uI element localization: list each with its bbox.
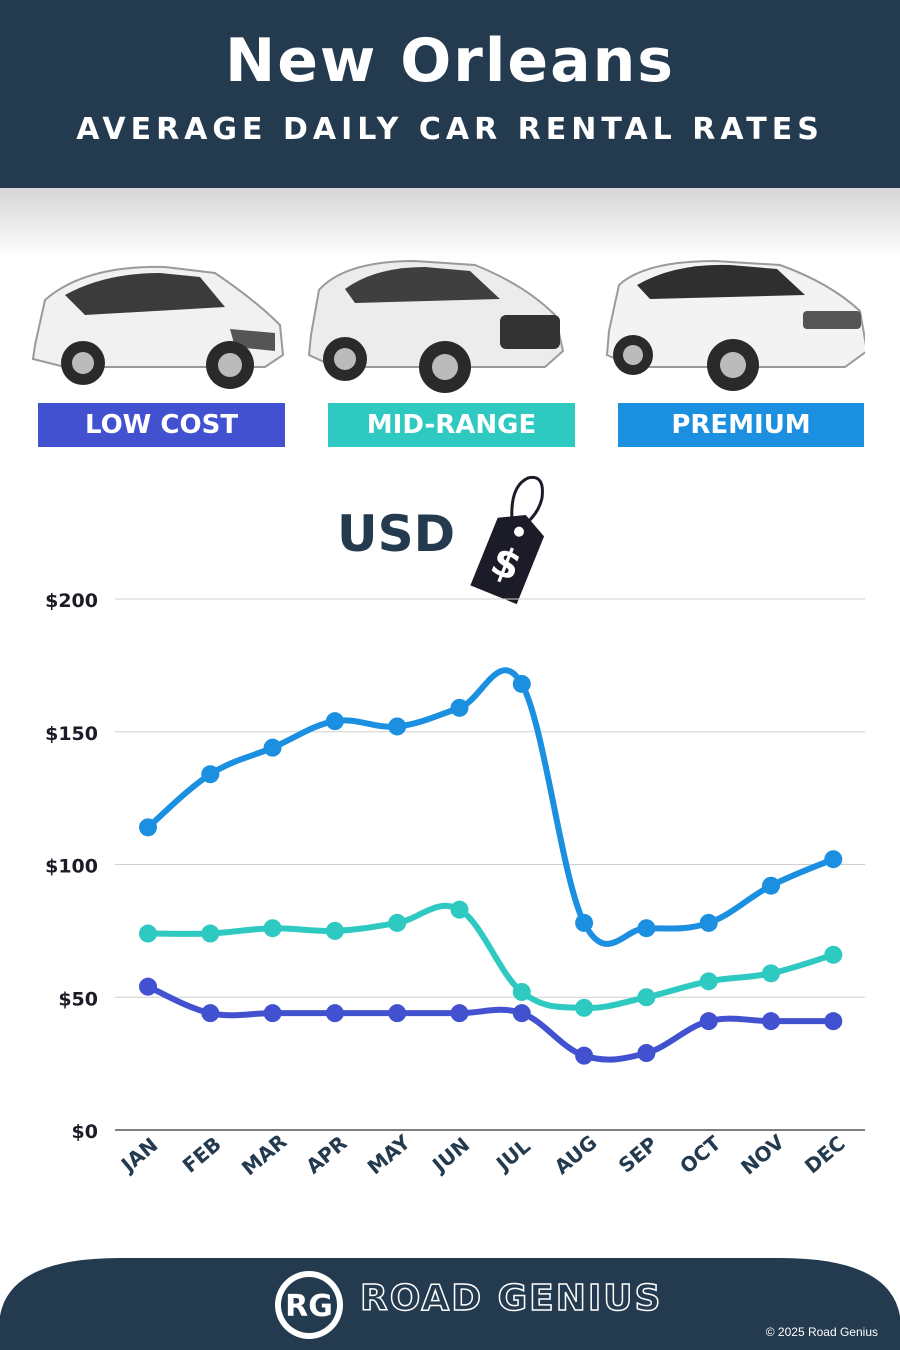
rental-rates-line-chart: $0 $50 $100 $150 $200 JAN FEB MAR APR MAY JUN JUL AU… <box>45 590 865 1180</box>
y-tick-label: $0 <box>72 1121 98 1143</box>
data-point-low-cost <box>201 1004 220 1023</box>
series-line-mid-range <box>145 902 837 1011</box>
data-point-low-cost <box>824 1012 843 1031</box>
data-point-premium <box>139 818 157 837</box>
data-point-mid-range <box>388 913 407 932</box>
data-point-mid-range <box>637 988 656 1007</box>
data-point-premium <box>699 913 718 932</box>
x-tick-label: APR <box>301 1131 351 1179</box>
x-tick-label: JAN <box>115 1133 162 1178</box>
badge-mid-range: MID-RANGE <box>328 403 575 447</box>
data-point-premium <box>263 738 282 757</box>
data-point-premium <box>388 717 407 736</box>
suv-car-icon <box>307 259 565 393</box>
data-point-low-cost <box>512 1004 531 1023</box>
y-tick-label: $100 <box>45 856 98 878</box>
data-point-premium <box>762 876 780 895</box>
page-subtitle: AVERAGE DAILY CAR RENTAL RATES <box>76 112 824 147</box>
data-point-premium <box>450 698 469 717</box>
x-tick-label: JUL <box>490 1134 535 1177</box>
logo-text: RG <box>285 1289 333 1324</box>
data-point-low-cost <box>575 1046 594 1065</box>
x-tick-label: OCT <box>675 1131 725 1179</box>
data-point-mid-range <box>263 919 282 938</box>
data-point-low-cost <box>263 1004 282 1023</box>
page-title: New Orleans <box>225 26 675 96</box>
header-banner: New Orleans AVERAGE DAILY CAR RENTAL RAT… <box>0 0 900 188</box>
x-tick-label: SEP <box>614 1132 662 1178</box>
badge-low-cost: LOW COST <box>38 403 285 447</box>
data-point-low-cost <box>450 1004 469 1023</box>
x-tick-label: MAR <box>237 1129 291 1180</box>
x-tick-label: DEC <box>800 1131 850 1178</box>
data-point-premium <box>512 674 531 693</box>
series-line-premium <box>145 667 837 947</box>
data-point-low-cost <box>762 1012 780 1031</box>
x-tick-label: JUN <box>426 1132 474 1178</box>
data-point-premium <box>201 765 220 784</box>
x-tick-label: NOV <box>736 1129 789 1179</box>
data-point-premium <box>637 919 656 938</box>
brand-name: ROAD GENIUS <box>359 1277 663 1320</box>
footer-shape <box>0 1258 900 1350</box>
data-point-premium <box>575 913 594 932</box>
x-tick-label: MAY <box>363 1130 416 1180</box>
road-genius-logo-icon: RG <box>275 1271 343 1339</box>
premium-suv-icon <box>605 259 865 391</box>
data-point-mid-range <box>762 964 780 983</box>
data-point-mid-range <box>325 921 344 940</box>
data-point-premium <box>824 850 843 869</box>
data-point-low-cost <box>637 1044 656 1063</box>
data-point-mid-range <box>699 972 718 991</box>
data-point-low-cost <box>139 977 157 996</box>
y-tick-label: $200 <box>45 590 98 612</box>
data-point-mid-range <box>575 998 594 1017</box>
hatchback-car-icon <box>31 265 285 389</box>
badge-premium: PREMIUM <box>618 403 864 447</box>
data-point-mid-range <box>139 924 157 943</box>
price-tag-icon: $ <box>470 475 545 605</box>
data-point-low-cost <box>325 1004 344 1023</box>
data-point-mid-range <box>450 900 469 919</box>
y-tick-label: $50 <box>58 988 98 1010</box>
data-point-mid-range <box>512 982 531 1001</box>
data-point-low-cost <box>699 1012 718 1031</box>
data-point-mid-range <box>824 945 843 964</box>
copyright: © 2025 Road Genius <box>765 1325 878 1339</box>
x-tick-label: AUG <box>550 1130 602 1179</box>
data-point-premium <box>325 712 344 731</box>
data-point-mid-range <box>201 924 220 943</box>
x-tick-label: FEB <box>178 1132 226 1178</box>
currency-label: USD <box>337 505 456 563</box>
header-shadow <box>0 188 900 258</box>
y-tick-label: $150 <box>45 723 98 745</box>
data-point-low-cost <box>388 1004 407 1023</box>
footer-banner <box>0 1258 900 1350</box>
